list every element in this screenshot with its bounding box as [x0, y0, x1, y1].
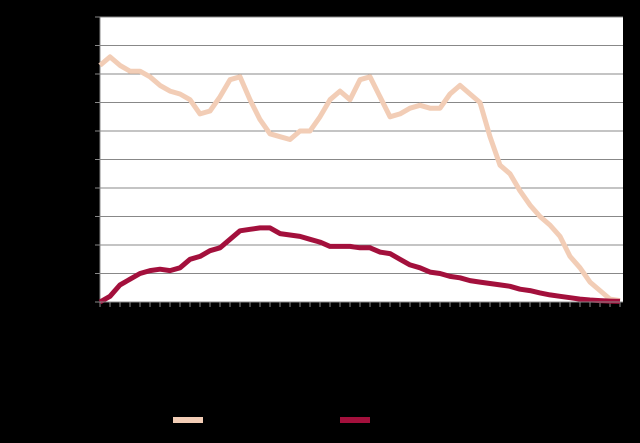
- series-line: [98, 225, 621, 305]
- series-line: [98, 54, 621, 304]
